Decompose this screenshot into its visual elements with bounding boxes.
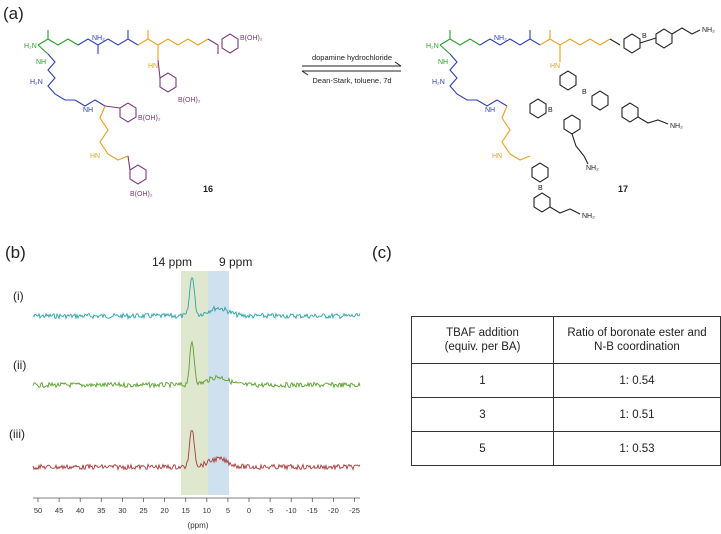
label-boh2-3: B(OH)₂: [138, 115, 161, 122]
label-nh2-r: NH₂: [494, 35, 507, 42]
label-nh2-r3: NH₂: [702, 27, 715, 34]
trace-label-ii: (ii): [13, 358, 26, 372]
label-b-r3: B: [548, 107, 553, 114]
equilibrium-arrows: [301, 61, 402, 76]
table-header-tbaf: TBAF addition (equiv. per BA): [411, 316, 554, 364]
label-boh2-1: B(OH)₂: [240, 35, 263, 42]
reaction-scheme: H₂N NH H₂N NH₂ NH HN HN B(OH)₂ B(OH)₂ B(…: [24, 27, 715, 220]
spectrum-trace-ii: [32, 340, 361, 389]
label-nh2: NH₂: [92, 35, 105, 42]
table-cell-ratio: 1: 0.53: [553, 431, 721, 466]
peak-label-14: 14 ppm: [152, 255, 192, 269]
peak-label-9: 9 ppm: [219, 255, 252, 269]
x-tick-label: 35: [97, 506, 105, 515]
label-hn: HN: [90, 153, 100, 160]
label-b-r1: B: [642, 33, 647, 40]
compound-17-label: 17: [618, 184, 628, 194]
spectrum-trace-iii: [32, 430, 361, 471]
table-row: 3 1: 0.51: [411, 397, 721, 432]
tbaf-ratio-table: TBAF addition (equiv. per BA) Ratio of b…: [411, 316, 721, 466]
label-b-r4: B: [538, 185, 543, 192]
x-axis-label: (ppm): [188, 521, 209, 530]
label-b-r2: B: [582, 89, 587, 96]
x-tick-label: 25: [139, 506, 147, 515]
x-tick-label: -5: [267, 506, 274, 515]
x-tick-label: -10: [286, 506, 297, 515]
label-nh: NH: [36, 59, 46, 66]
x-tick-label: 20: [160, 506, 168, 515]
label-nh-r2: NH: [485, 107, 495, 114]
header-line: TBAF addition: [446, 327, 519, 339]
label-hn-r: HN: [492, 153, 502, 160]
compound-17-structure: [439, 27, 701, 215]
table-cell-tbaf: 1: [411, 363, 554, 398]
label-h2n-r: H₂N: [426, 43, 439, 50]
header-line: (equiv. per BA): [444, 341, 521, 353]
table-header-row: TBAF addition (equiv. per BA) Ratio of b…: [411, 316, 721, 364]
reagent-bottom: Dean-Stark, toluene, 7d: [312, 76, 391, 85]
x-axis-ticks: 50 45 40 35 30 25 20 15 10 5 0 -5 -10 -15 -20 -25: [34, 498, 360, 515]
x-tick-label: 10: [203, 506, 211, 515]
table-row: 5 1: 0.53: [411, 431, 721, 466]
x-tick-label: -15: [307, 506, 318, 515]
compound-16-structure: [37, 30, 239, 185]
table-cell-ratio: 1: 0.54: [553, 363, 721, 398]
x-tick-label: -20: [328, 506, 339, 515]
table-cell-ratio: 1: 0.51: [553, 397, 721, 432]
highlight-band-9ppm: [208, 271, 229, 495]
x-tick-label: 5: [226, 506, 230, 515]
label-hn-r2: HN: [550, 63, 560, 70]
table-cell-tbaf: 5: [411, 431, 554, 466]
panel-label-b: (b): [5, 243, 26, 262]
label-nh-r: NH: [438, 59, 448, 66]
x-tick-label: 30: [118, 506, 126, 515]
x-tick-label: 50: [34, 506, 42, 515]
panel-label-a: (a): [3, 4, 24, 23]
header-line: Ratio of boronate ester and: [567, 327, 707, 339]
x-tick-label: -25: [349, 506, 360, 515]
label-nh2-r6: NH₂: [582, 213, 595, 220]
label-nh-2: NH: [83, 107, 93, 114]
label-nh2-r4: NH₂: [670, 123, 683, 130]
table-header-ratio: Ratio of boronate ester and N-B coordina…: [553, 316, 721, 364]
label-boh2-4: B(OH)₂: [130, 191, 153, 198]
label-hn-2: HN: [148, 63, 158, 70]
x-tick-label: 45: [55, 506, 63, 515]
label-boh2-2: B(OH)₂: [178, 97, 201, 104]
trace-label-iii: (iii): [9, 427, 25, 441]
label-nh2-r5: NH₂: [586, 165, 599, 172]
label-h2n: H₂N: [24, 43, 37, 50]
trace-label-i: (i): [13, 289, 24, 303]
label-h2n-r2: H₂N: [432, 79, 445, 86]
label-h2n-2: H₂N: [30, 79, 43, 86]
spectrum-trace-i: [32, 276, 361, 321]
table-cell-tbaf: 3: [411, 397, 554, 432]
table-row: 1 1: 0.54: [411, 363, 721, 398]
panel-label-c: (c): [372, 243, 392, 262]
compound-16-label: 16: [203, 184, 213, 194]
x-tick-label: 15: [182, 506, 190, 515]
reagent-top: dopamine hydrochloride: [312, 53, 392, 62]
x-tick-label: 0: [247, 506, 251, 515]
x-tick-label: 40: [76, 506, 84, 515]
header-line: N-B coordination: [594, 341, 680, 353]
